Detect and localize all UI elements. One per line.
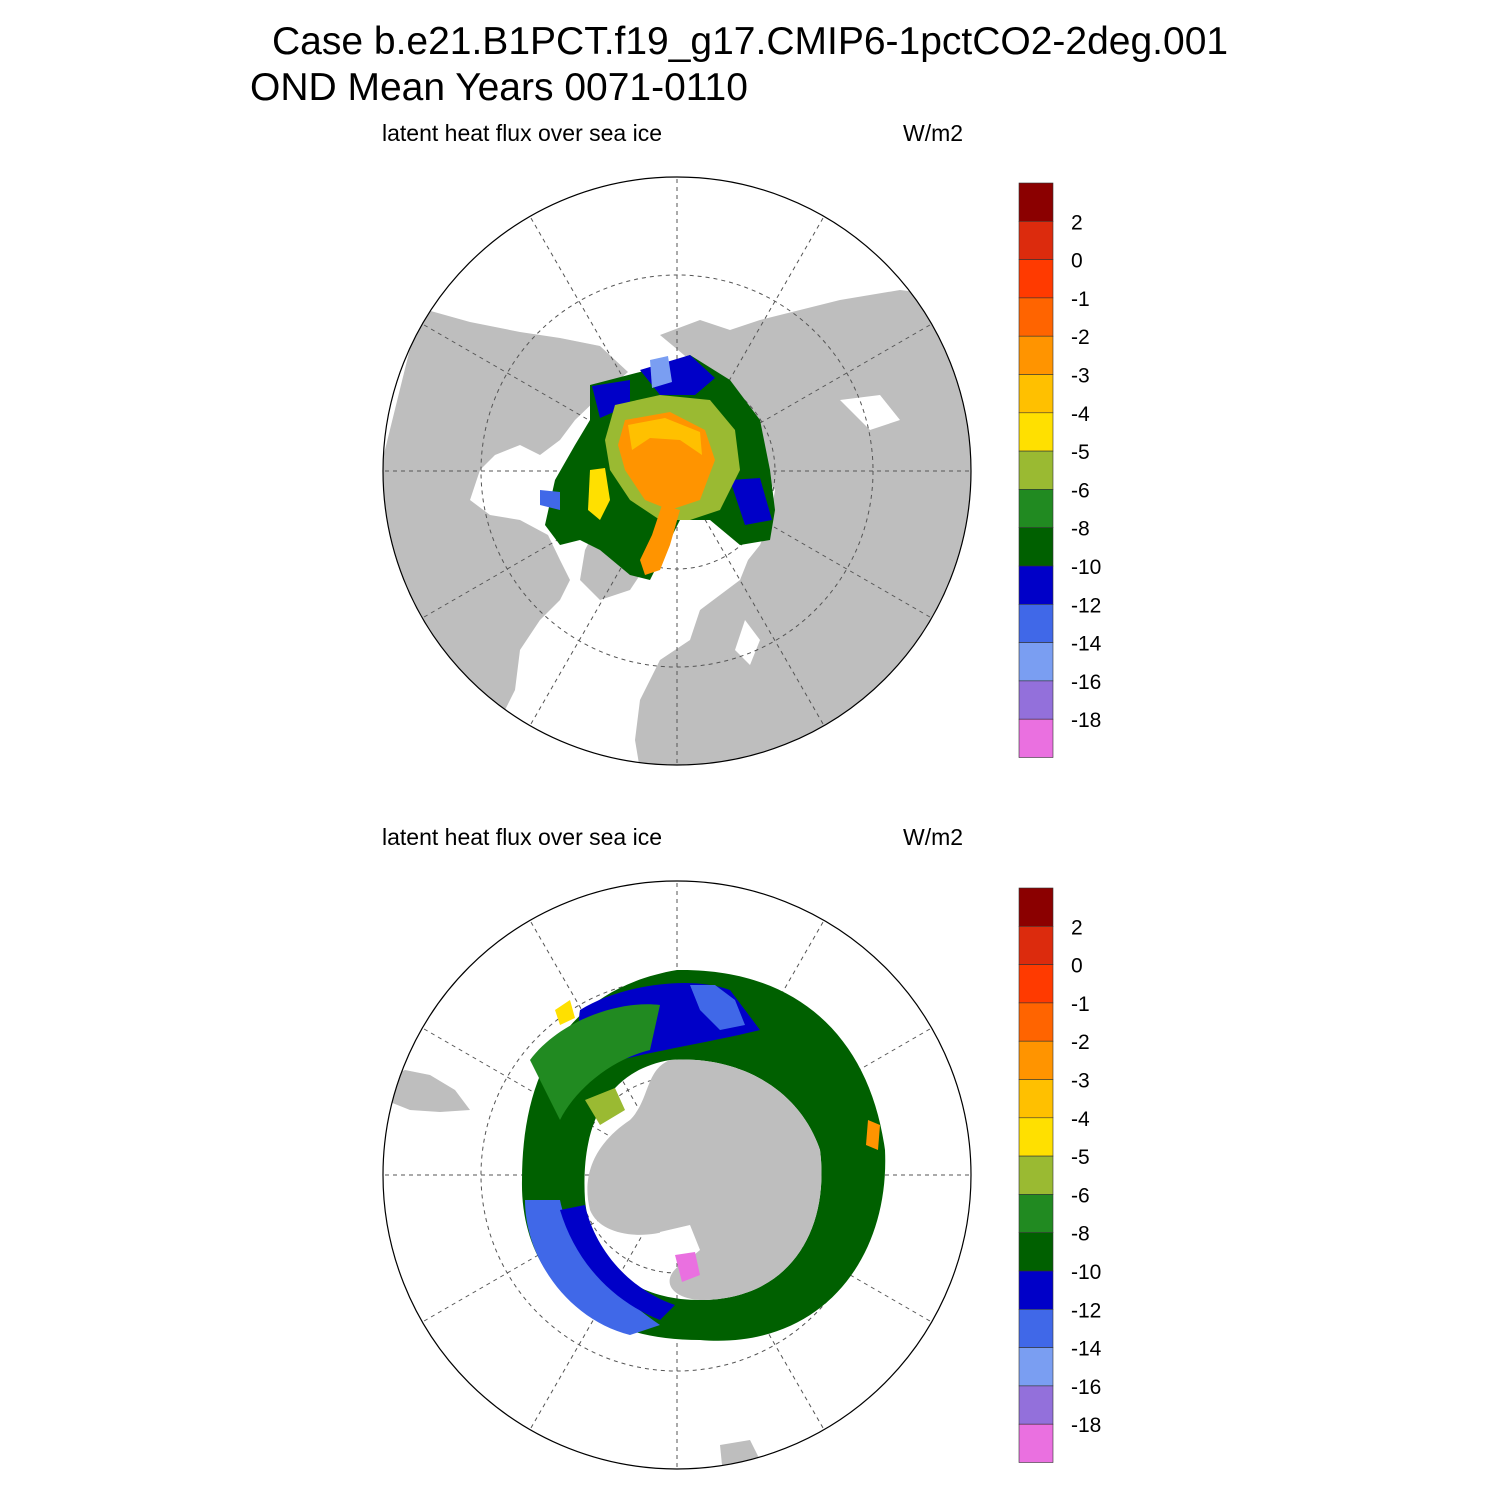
colorbar-top-swatch: [1018, 182, 1054, 222]
colorbar-bottom-swatch: [1018, 1385, 1054, 1425]
colorbar-top-tick-label: -18: [1071, 709, 1101, 732]
colorbar-top: 2 0 -1 -2 -3 -4 -5 -6 -8 -10 -12 -14 -16 -18: [1018, 182, 1102, 758]
colorbar-bottom-swatch: [1018, 1423, 1054, 1463]
colorbar-bottom-tick-label: -18: [1071, 1414, 1101, 1437]
colorbar-bottom-tick-label: -3: [1071, 1070, 1090, 1093]
baltic-sea-water: [735, 620, 760, 665]
colorbar-top-tick-label: -2: [1071, 326, 1090, 349]
colorbar-bottom-swatch: [1018, 1309, 1054, 1348]
colorbar-top-swatch: [1018, 450, 1054, 490]
arctic-polar-map: [382, 176, 972, 766]
panel-1-units: W/m2: [903, 120, 964, 146]
colorbar-top-tick-label: 0: [1071, 250, 1083, 273]
antarctic-map-border: [382, 880, 972, 1470]
hudson-bay-water: [840, 395, 900, 430]
ross-dark-blue-region: [560, 1205, 675, 1320]
colorbar-top-swatch: [1018, 374, 1054, 414]
colorbar-bottom-tick-label: -16: [1071, 1376, 1101, 1399]
colorbar-bottom-swatch: [1018, 1347, 1054, 1387]
colorbar-top-swatch: [1018, 259, 1054, 299]
colorbar-top-tick-label: -12: [1071, 594, 1101, 617]
colorbar-top-swatch: [1018, 603, 1054, 643]
colorbar-top-swatch: [1018, 527, 1054, 567]
colorbar-bottom-swatch: [1018, 964, 1054, 1004]
colorbar-bottom-tick-label: 0: [1071, 955, 1083, 978]
panel-2-units: W/m2: [903, 824, 964, 850]
arctic-latitude-circle: [480, 274, 874, 668]
colorbar-top-swatch: [1018, 565, 1054, 605]
colorbar-top-tick-label: -4: [1071, 403, 1090, 426]
colorbar-top-tick-label: 2: [1071, 211, 1083, 234]
colorbar-bottom-swatch: [1018, 1079, 1054, 1119]
colorbar-bottom-swatch: [1018, 1002, 1054, 1042]
colorbar-bottom-tick-label: -5: [1071, 1146, 1090, 1169]
antarctic-orange-edge: [866, 1120, 880, 1150]
panel-2-variable-label: latent heat flux over sea ice: [382, 824, 662, 850]
atlantic-gap-water: [630, 530, 760, 640]
arctic-blue-patch-barents: [540, 490, 560, 510]
colorbar-top-tick-label: -6: [1071, 479, 1090, 502]
weddell-light-blue-edge: [690, 985, 745, 1030]
antarctic-green-sector: [530, 1004, 660, 1120]
colorbar-top-tick-label: -16: [1071, 671, 1101, 694]
colorbar-bottom-tick-label: -8: [1071, 1223, 1090, 1246]
colorbar-bottom-swatch: [1018, 1270, 1054, 1310]
colorbar-bottom-tick-label: -12: [1071, 1299, 1101, 1322]
colorbar-top-tick-label: -5: [1071, 441, 1090, 464]
colorbar-bottom-swatch: [1018, 1194, 1054, 1234]
colorbar-bottom: 2 0 -1 -2 -3 -4 -5 -6 -8 -10 -12 -14 -16 -18: [1018, 887, 1102, 1463]
colorbar-top-swatch: [1018, 680, 1054, 720]
antarctic-polar-map: [382, 880, 972, 1470]
colorbar-top-swatch: [1018, 297, 1054, 337]
colorbar-top-swatch: [1018, 335, 1054, 375]
colorbar-top-tick-label: -14: [1071, 633, 1102, 656]
period-title: OND Mean Years 0071-0110: [250, 66, 748, 109]
colorbar-top-swatch: [1018, 718, 1054, 758]
arctic-map-border: [382, 176, 972, 766]
colorbar-top-swatch: [1018, 489, 1054, 528]
arctic-fram-strait-tongue: [640, 505, 680, 575]
colorbar-bottom-swatch: [1018, 1040, 1054, 1080]
south-america-land: [383, 1070, 470, 1112]
arctic-yellow-tongue: [588, 468, 610, 520]
arctic-light-blue-patch: [650, 356, 672, 388]
colorbar-top-tick-label: -1: [1071, 288, 1090, 311]
colorbar-top-tick-label: -3: [1071, 365, 1090, 388]
panel-1-variable-label: latent heat flux over sea ice: [382, 120, 662, 146]
colorbar-bottom-tick-label: -1: [1071, 993, 1090, 1016]
colorbar-top-tick-label: -8: [1071, 518, 1090, 541]
colorbar-bottom-tick-label: 2: [1071, 916, 1083, 939]
arctic-amber-region: [628, 418, 702, 455]
colorbar-top-swatch: [1018, 221, 1054, 260]
colorbar-top-swatch: [1018, 412, 1054, 452]
case-title: Case b.e21.B1PCT.f19_g17.CMIP6-1pctCO2-2…: [272, 20, 1229, 63]
north-america-land: [635, 290, 971, 765]
colorbar-bottom-tick-label: -10: [1071, 1261, 1101, 1284]
colorbar-bottom-swatch: [1018, 925, 1054, 965]
colorbar-bottom-tick-label: -4: [1071, 1108, 1090, 1131]
arctic-blue-patch-east: [730, 478, 772, 525]
colorbar-bottom-tick-label: -14: [1071, 1338, 1102, 1361]
colorbar-bottom-swatch: [1018, 1155, 1054, 1195]
ross-sea-magenta-patch: [675, 1252, 700, 1282]
colorbar-bottom-tick-label: -6: [1071, 1184, 1090, 1207]
antarctica-land: [587, 1059, 822, 1300]
colorbar-bottom-tick-label: -2: [1071, 1031, 1090, 1054]
colorbar-bottom-swatch: [1018, 1117, 1054, 1157]
colorbar-bottom-swatch: [1018, 887, 1054, 927]
colorbar-top-tick-label: -10: [1071, 556, 1101, 579]
antarctic-olive-patch: [585, 1088, 625, 1125]
colorbar-top-swatch: [1018, 642, 1054, 682]
colorbar-bottom-swatch: [1018, 1232, 1054, 1272]
antarctic-yellow-edge: [555, 1000, 575, 1025]
caspian-sea-water: [480, 462, 520, 512]
